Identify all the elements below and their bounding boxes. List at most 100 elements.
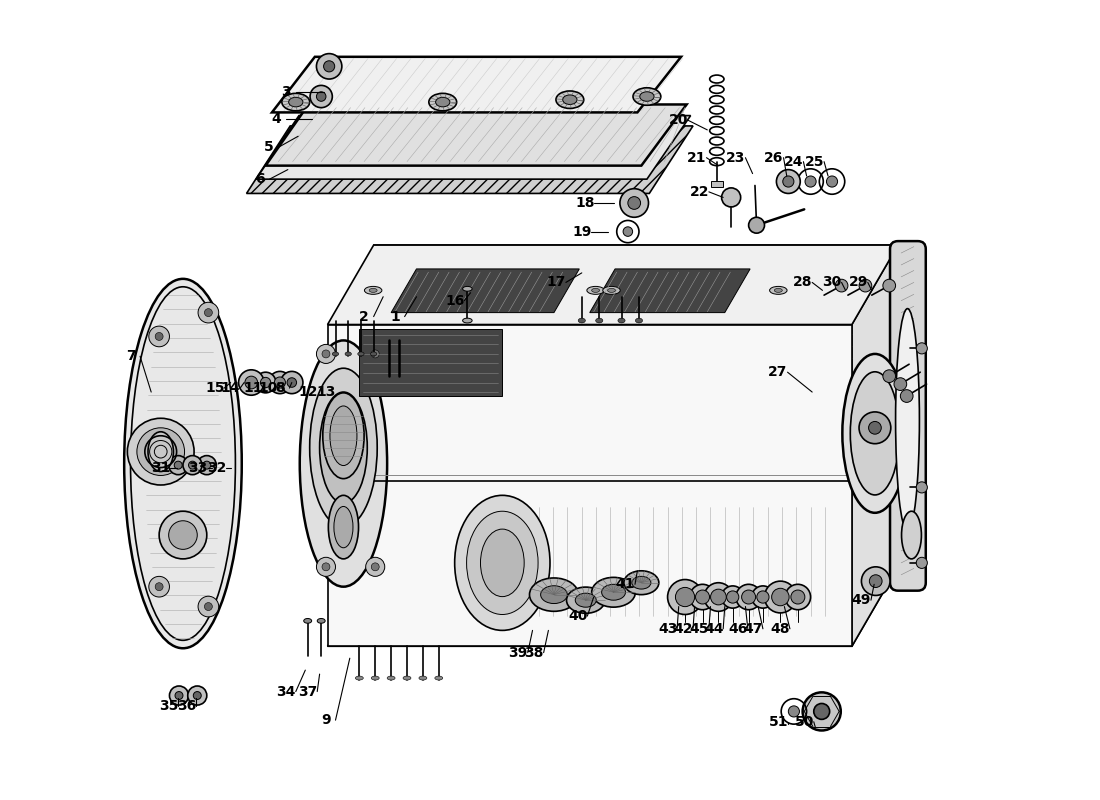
Ellipse shape <box>563 95 578 105</box>
Circle shape <box>783 176 794 187</box>
Ellipse shape <box>299 341 387 586</box>
Circle shape <box>317 344 336 363</box>
Text: 5: 5 <box>264 140 274 154</box>
Circle shape <box>620 189 649 218</box>
Circle shape <box>148 576 169 597</box>
Text: 7: 7 <box>125 350 135 363</box>
Circle shape <box>168 456 188 474</box>
Text: 15: 15 <box>205 381 224 395</box>
Circle shape <box>202 461 211 469</box>
Circle shape <box>764 581 796 613</box>
Circle shape <box>883 370 895 382</box>
Circle shape <box>722 586 744 608</box>
Ellipse shape <box>429 94 456 111</box>
Text: 21: 21 <box>688 150 706 165</box>
Circle shape <box>175 691 183 699</box>
Circle shape <box>727 591 739 603</box>
Polygon shape <box>328 325 851 646</box>
Ellipse shape <box>345 352 351 356</box>
Text: 6: 6 <box>255 172 265 186</box>
Text: 20: 20 <box>669 114 689 127</box>
Circle shape <box>757 591 769 603</box>
Text: 38: 38 <box>525 646 543 660</box>
Text: 27: 27 <box>768 365 788 379</box>
Text: 24: 24 <box>784 154 804 169</box>
Circle shape <box>194 691 201 699</box>
Ellipse shape <box>434 676 442 680</box>
Circle shape <box>268 371 292 394</box>
Text: 51: 51 <box>769 714 789 729</box>
Circle shape <box>668 579 703 614</box>
Text: 47: 47 <box>744 622 763 636</box>
Text: 30: 30 <box>823 275 842 290</box>
Circle shape <box>751 586 774 608</box>
FancyBboxPatch shape <box>890 241 926 590</box>
Ellipse shape <box>640 92 654 102</box>
Circle shape <box>869 422 881 434</box>
Ellipse shape <box>481 529 525 597</box>
Text: 32: 32 <box>207 461 226 474</box>
Text: 37: 37 <box>298 685 317 698</box>
Ellipse shape <box>148 432 174 471</box>
Ellipse shape <box>902 511 922 559</box>
Text: 41: 41 <box>616 578 635 591</box>
Ellipse shape <box>282 94 310 111</box>
Ellipse shape <box>320 392 367 503</box>
Circle shape <box>814 703 829 719</box>
Circle shape <box>372 563 379 571</box>
Polygon shape <box>360 329 503 396</box>
Ellipse shape <box>330 406 356 466</box>
Ellipse shape <box>332 352 339 356</box>
Ellipse shape <box>556 91 584 109</box>
Ellipse shape <box>587 286 604 294</box>
Circle shape <box>317 92 326 102</box>
Circle shape <box>741 590 756 604</box>
Circle shape <box>188 686 207 705</box>
Circle shape <box>198 596 219 617</box>
Circle shape <box>695 590 710 604</box>
Polygon shape <box>256 115 691 179</box>
Circle shape <box>623 227 632 236</box>
Text: 19: 19 <box>572 225 592 238</box>
Circle shape <box>372 350 379 358</box>
Text: 48: 48 <box>771 622 790 636</box>
Polygon shape <box>265 105 686 166</box>
Ellipse shape <box>322 393 364 478</box>
Circle shape <box>675 587 695 606</box>
Circle shape <box>197 456 217 474</box>
Circle shape <box>148 326 169 346</box>
Polygon shape <box>328 567 898 646</box>
Circle shape <box>916 342 927 354</box>
Circle shape <box>704 582 733 611</box>
Circle shape <box>869 574 882 587</box>
Ellipse shape <box>466 511 538 614</box>
Circle shape <box>205 309 212 317</box>
Text: 31: 31 <box>151 461 170 474</box>
Circle shape <box>287 378 297 387</box>
Ellipse shape <box>575 594 596 607</box>
Text: 34: 34 <box>276 685 296 698</box>
Circle shape <box>169 686 188 705</box>
Text: 33: 33 <box>188 461 208 474</box>
Text: 50: 50 <box>794 714 814 729</box>
Text: 49: 49 <box>851 594 871 607</box>
Circle shape <box>916 558 927 569</box>
Ellipse shape <box>631 576 651 589</box>
Circle shape <box>317 54 342 79</box>
Circle shape <box>785 584 811 610</box>
Circle shape <box>183 456 202 474</box>
Text: 39: 39 <box>508 646 528 660</box>
Ellipse shape <box>304 618 311 623</box>
Circle shape <box>310 86 332 108</box>
Circle shape <box>777 170 800 194</box>
Text: 10: 10 <box>258 381 277 395</box>
Ellipse shape <box>624 571 659 594</box>
Circle shape <box>245 376 257 389</box>
Text: 14: 14 <box>221 381 241 395</box>
Circle shape <box>772 588 789 606</box>
Circle shape <box>835 279 848 292</box>
Circle shape <box>174 461 183 469</box>
Circle shape <box>317 558 336 576</box>
Ellipse shape <box>596 318 603 323</box>
Ellipse shape <box>850 372 900 495</box>
